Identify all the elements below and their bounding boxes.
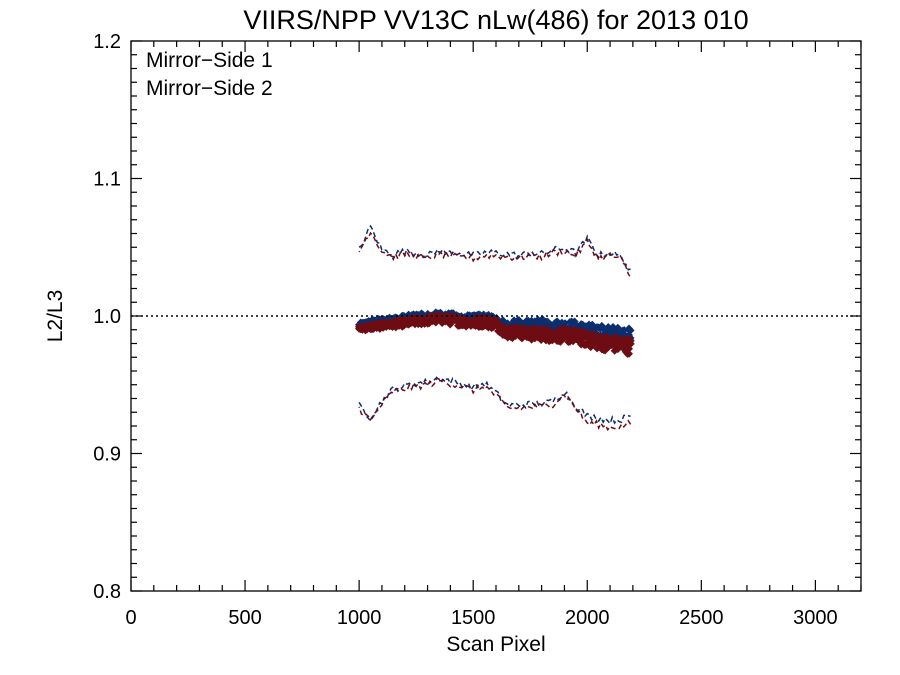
data-point	[626, 326, 635, 335]
x-tick-label: 0	[125, 607, 136, 629]
y-tick-label: 0.9	[93, 444, 121, 466]
series-2-upper-line	[358, 231, 632, 278]
chart-title: VIIRS/NPP VV13C nLw(486) for 2013 010	[243, 5, 748, 35]
y-tick-label: 0.8	[93, 581, 121, 603]
x-tick-label: 2000	[565, 607, 610, 629]
y-tick-label: 1.2	[93, 31, 121, 53]
y-tick-label: 1.1	[93, 169, 121, 191]
series-2-lower-line	[358, 377, 632, 432]
x-tick-label: 500	[228, 607, 261, 629]
data-point	[624, 349, 633, 358]
data-point	[570, 317, 579, 326]
legend-mirror-side-1: Mirror−Side 1	[146, 49, 273, 72]
envelope-lines	[358, 224, 632, 432]
x-tick-label: 1000	[337, 607, 382, 629]
series-1-upper-line	[358, 224, 631, 271]
y-axis-label: L2/L3	[44, 290, 67, 343]
x-tick-label: 3000	[793, 607, 838, 629]
x-tick-labels: 0 500 1000 1500 2000 2500 3000	[125, 607, 837, 629]
axis-ticks	[130, 40, 862, 592]
y-tick-label: 1.0	[93, 306, 121, 328]
y-tick-labels: 0.8 0.9 1.0 1.1 1.2	[93, 31, 121, 603]
scatter-markers	[355, 308, 635, 358]
series-2-markers	[355, 310, 635, 358]
legend-mirror-side-2: Mirror−Side 2	[146, 77, 273, 100]
data-point	[626, 336, 635, 345]
series-1-lower-line	[358, 376, 631, 425]
x-tick-label: 2500	[679, 607, 724, 629]
x-axis-label: Scan Pixel	[446, 633, 545, 656]
x-tick-label: 1500	[451, 607, 496, 629]
